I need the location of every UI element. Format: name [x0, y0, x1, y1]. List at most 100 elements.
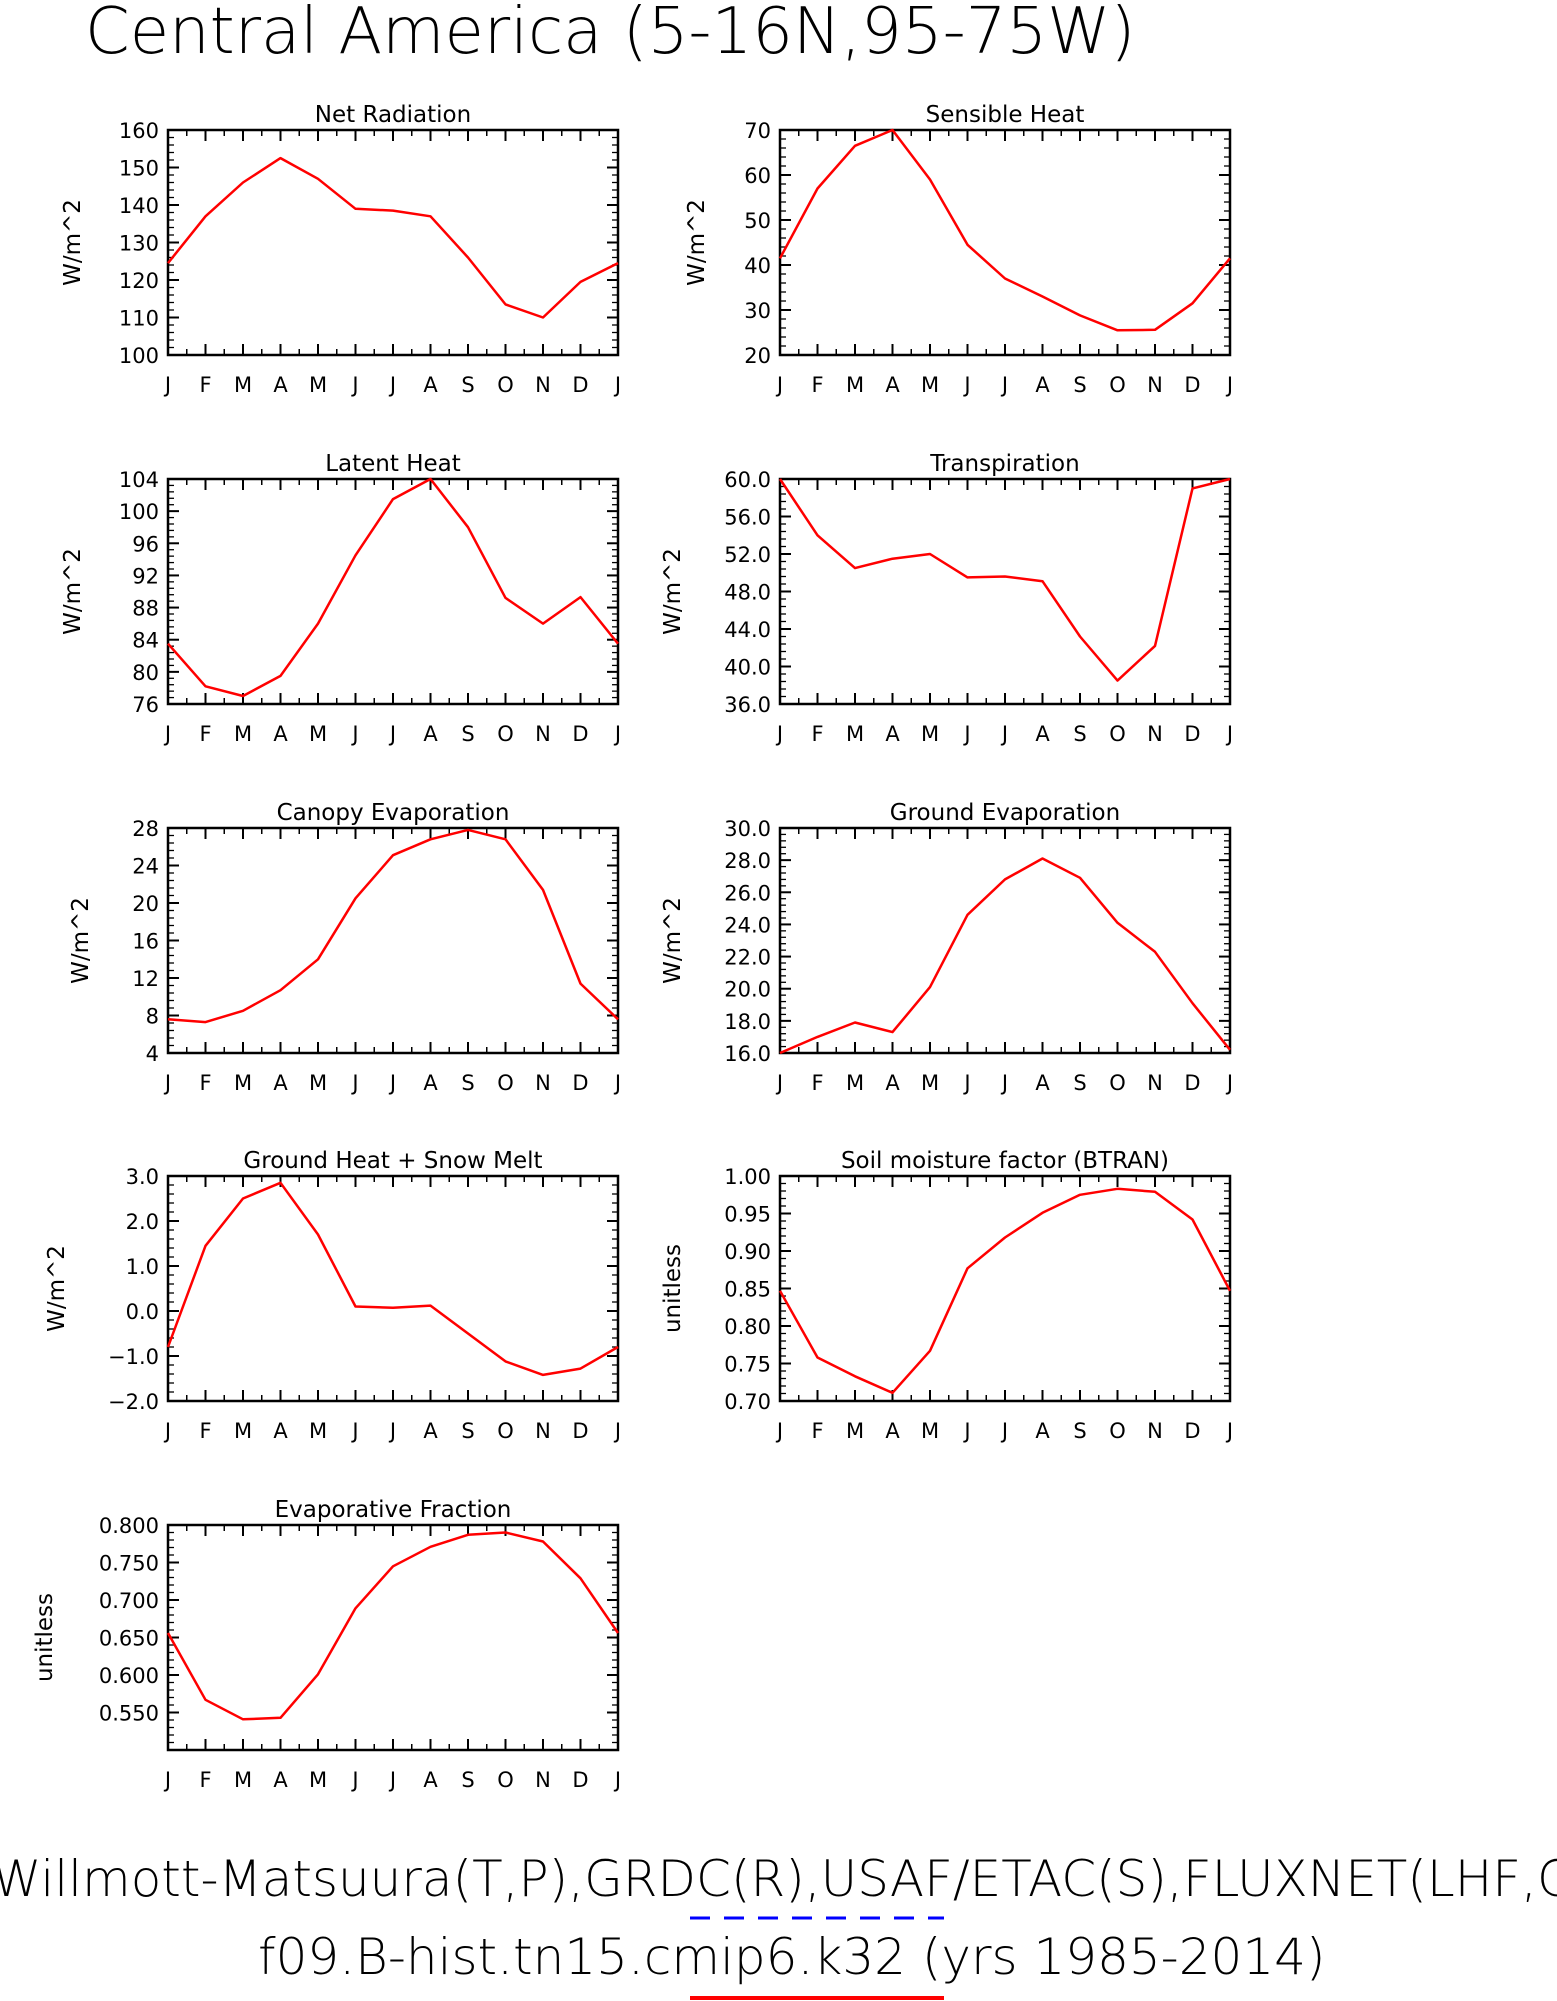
x-tick-label: J: [962, 722, 970, 746]
x-tick-label: M: [234, 1419, 252, 1443]
x-tick-label: D: [572, 1071, 588, 1095]
x-tick-label: D: [1184, 1419, 1200, 1443]
y-tick-label: 0.650: [99, 1627, 159, 1651]
x-tick-label: D: [1184, 373, 1200, 397]
y-tick-label: 50: [744, 209, 771, 233]
x-tick-label: M: [846, 373, 864, 397]
y-tick-label: 20.0: [724, 978, 771, 1002]
x-tick-label: M: [846, 1419, 864, 1443]
y-tick-label: 104: [119, 468, 159, 492]
y-tick-label: 100: [119, 344, 159, 368]
x-tick-label: N: [535, 722, 551, 746]
x-tick-label: M: [846, 722, 864, 746]
y-tick-label: 2.0: [126, 1210, 159, 1234]
x-tick-label: J: [1225, 1419, 1233, 1443]
x-tick-label: O: [1109, 1419, 1126, 1443]
x-tick-label: A: [1035, 373, 1050, 397]
x-tick-label: J: [1000, 1071, 1008, 1095]
y-tick-label: 52.0: [724, 543, 771, 567]
x-tick-label: A: [885, 722, 900, 746]
x-tick-label: F: [199, 373, 211, 397]
x-tick-label: M: [309, 1071, 327, 1095]
x-tick-label: D: [572, 373, 588, 397]
x-tick-label: N: [535, 373, 551, 397]
y-tick-label: 30: [744, 299, 771, 323]
x-tick-label: F: [199, 1419, 211, 1443]
y-tick-label: 1.0: [126, 1255, 159, 1279]
x-tick-label: S: [461, 1419, 474, 1443]
y-axis-label: W/m^2: [60, 548, 86, 635]
y-tick-label: −2.0: [108, 1390, 159, 1414]
x-tick-label: M: [309, 1768, 327, 1792]
x-tick-label: N: [1147, 722, 1163, 746]
x-tick-label: F: [199, 1768, 211, 1792]
series-line-1: [167, 828, 619, 1024]
y-tick-label: 36.0: [724, 693, 771, 717]
y-tick-label: 160: [119, 119, 159, 143]
x-tick-label: N: [1147, 373, 1163, 397]
x-tick-label: J: [350, 1419, 358, 1443]
y-tick-label: 96: [132, 532, 159, 556]
x-tick-label: O: [497, 1419, 514, 1443]
plot-frame: [778, 826, 1232, 1055]
x-tick-label: A: [1035, 1071, 1050, 1095]
y-tick-label: 0.80: [724, 1315, 771, 1339]
y-tick-label: 70: [744, 119, 771, 143]
y-tick-label: 24: [132, 855, 159, 879]
plot-frame: [778, 128, 1232, 357]
y-tick-label: 92: [132, 564, 159, 588]
x-tick-label: J: [350, 1768, 358, 1792]
x-tick-label: O: [1109, 1071, 1126, 1095]
x-tick-label: F: [811, 1419, 823, 1443]
x-tick-label: D: [572, 722, 588, 746]
series-line-1: [167, 477, 619, 698]
x-tick-label: M: [921, 722, 939, 746]
y-tick-label: 0.700: [99, 1589, 159, 1613]
x-tick-label: M: [309, 722, 327, 746]
x-tick-label: J: [1000, 1419, 1008, 1443]
y-tick-label: 3.0: [126, 1165, 159, 1189]
x-tick-label: A: [1035, 722, 1050, 746]
x-tick-label: S: [461, 1768, 474, 1792]
x-tick-label: J: [962, 373, 970, 397]
y-tick-label: 84: [132, 629, 159, 653]
x-tick-label: J: [350, 373, 358, 397]
y-tick-label: 76: [132, 693, 159, 717]
y-tick-label: 48.0: [724, 581, 771, 605]
x-tick-label: A: [423, 722, 438, 746]
x-tick-label: F: [811, 722, 823, 746]
plot-frame: [778, 1174, 1232, 1403]
y-tick-label: 0.750: [99, 1552, 159, 1576]
x-tick-label: A: [885, 1071, 900, 1095]
x-tick-label: J: [388, 1768, 396, 1792]
y-tick-label: 0.70: [724, 1390, 771, 1414]
x-tick-label: O: [497, 373, 514, 397]
x-tick-label: N: [1147, 1071, 1163, 1095]
x-tick-label: M: [234, 1071, 252, 1095]
x-tick-label: A: [273, 1768, 288, 1792]
x-tick-label: J: [1000, 373, 1008, 397]
x-tick-label: A: [885, 1419, 900, 1443]
y-tick-label: −1.0: [108, 1345, 159, 1369]
x-tick-label: O: [1109, 722, 1126, 746]
y-tick-label: 16: [132, 930, 159, 954]
series-line-1: [166, 1181, 619, 1377]
series-line-1: [167, 156, 619, 319]
plot-frame: [166, 128, 620, 357]
y-tick-label: 110: [119, 307, 159, 331]
x-tick-label: N: [1147, 1419, 1163, 1443]
x-tick-label: J: [350, 722, 358, 746]
y-tick-label: 140: [119, 194, 159, 218]
y-tick-label: 30.0: [724, 817, 771, 841]
y-axis-label: W/m^2: [684, 199, 710, 286]
y-tick-label: 44.0: [724, 618, 771, 642]
x-tick-label: D: [1184, 1071, 1200, 1095]
x-tick-label: J: [1225, 1071, 1233, 1095]
series-line-1: [778, 128, 1231, 332]
y-tick-label: 4: [146, 1042, 159, 1066]
x-tick-label: M: [309, 373, 327, 397]
